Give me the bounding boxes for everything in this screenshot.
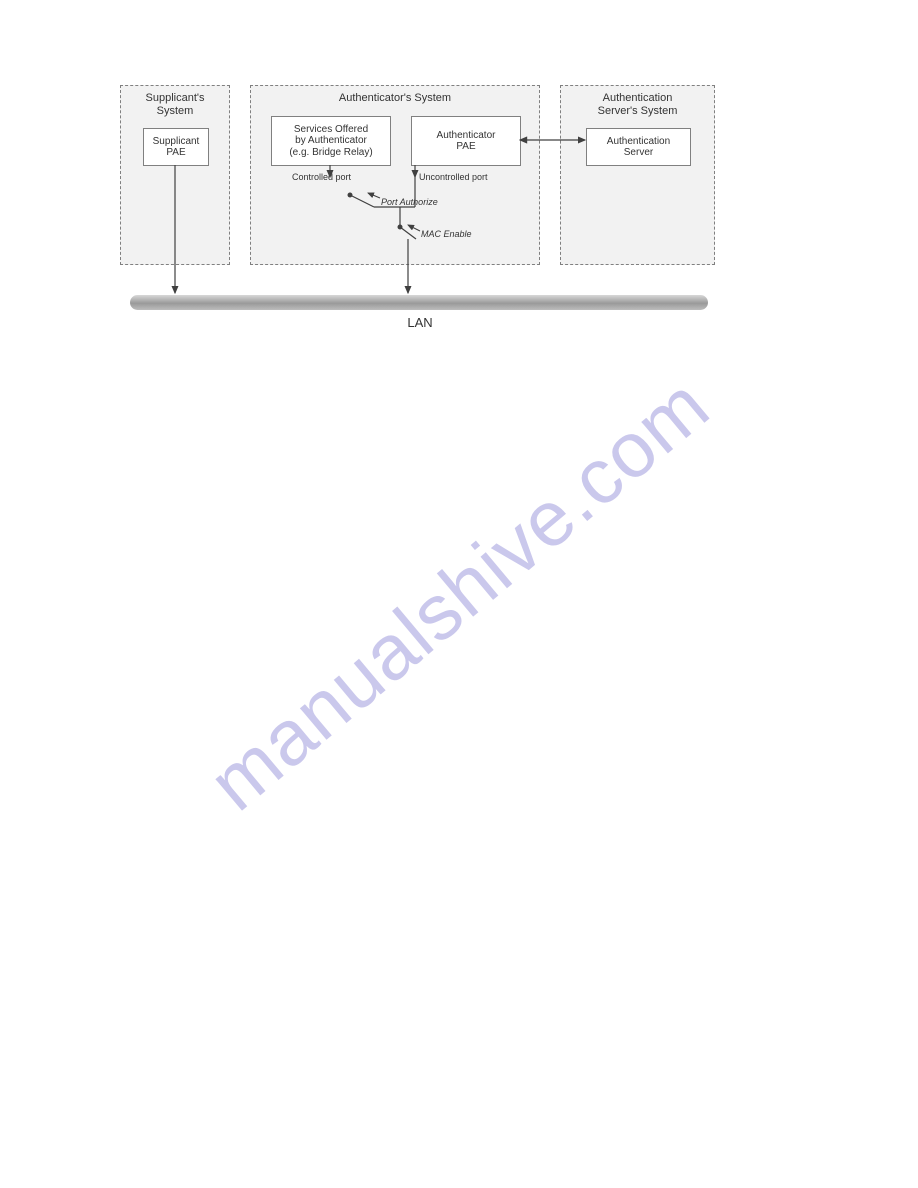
watermark-text: manualshive.com — [192, 359, 727, 828]
network-diagram: Supplicant's System Supplicant PAE Authe… — [120, 75, 720, 355]
diagram-lines — [120, 75, 720, 355]
